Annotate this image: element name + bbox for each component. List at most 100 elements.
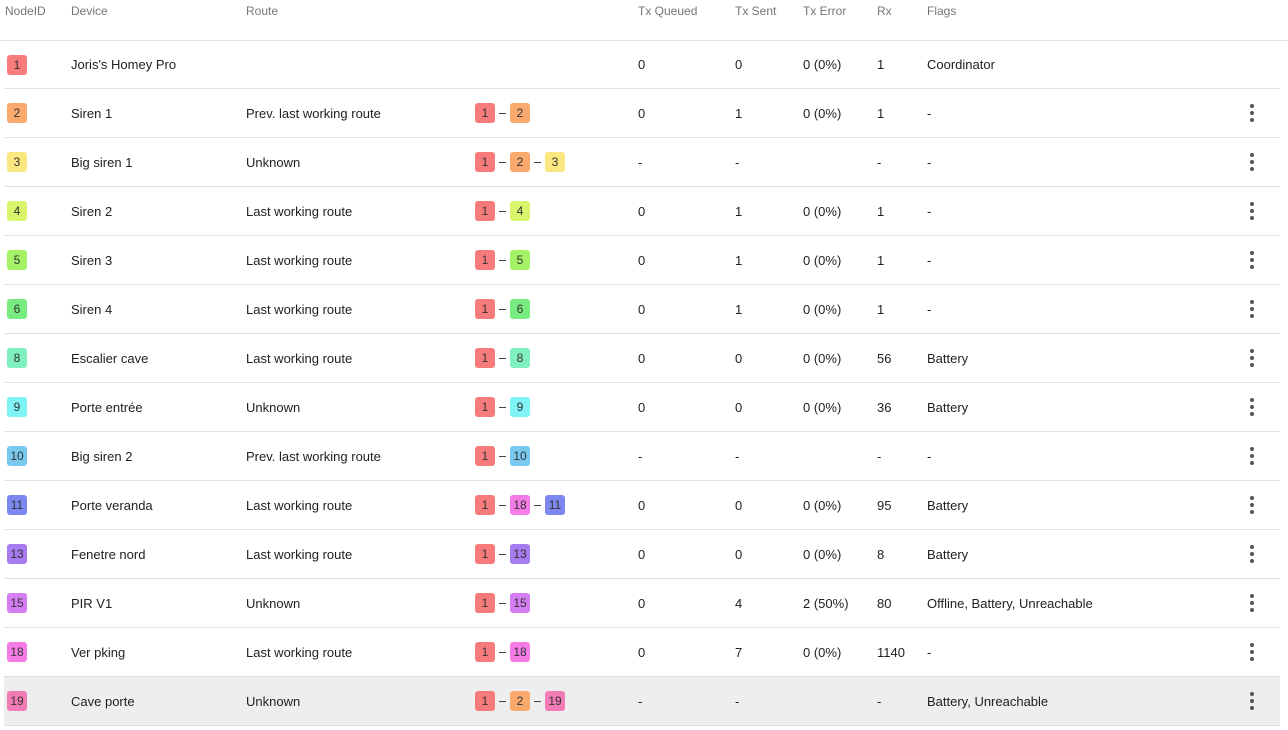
route-connector xyxy=(499,406,506,408)
tx-queued-value: - xyxy=(638,693,643,709)
route-path: 1 18 11 xyxy=(475,481,565,529)
route-label: Unknown xyxy=(246,693,301,709)
tx-sent-value: - xyxy=(735,693,740,709)
flags-value: - xyxy=(927,448,932,464)
more-options-dot xyxy=(1250,153,1254,157)
more-options-dot xyxy=(1250,594,1254,598)
more-options-icon[interactable] xyxy=(1242,628,1262,676)
node-id-cell: 15 xyxy=(7,579,27,627)
table-row[interactable]: 18 Ver pking Last working route 0 7 0 (0%) 114… xyxy=(4,628,1280,677)
device-name: Porte entrée xyxy=(71,399,143,415)
table-row[interactable]: 8 Escalier cave Last working route 0 0 0 (0%)… xyxy=(4,334,1280,383)
tx-queued-value: 0 xyxy=(638,497,646,513)
route-hop-badge: 3 xyxy=(545,152,565,172)
flags-value: - xyxy=(927,154,932,170)
tx-sent-value: 4 xyxy=(735,595,743,611)
header-rx[interactable]: Rx xyxy=(877,4,892,18)
node-id-badge: 11 xyxy=(7,495,27,515)
flags-value: Coordinator xyxy=(927,57,995,72)
tx-error-value: 0 (0%) xyxy=(803,252,842,268)
device-name: Joris's Homey Pro xyxy=(71,57,177,72)
more-options-dot xyxy=(1250,608,1254,612)
header-flags[interactable]: Flags xyxy=(927,4,957,18)
table-row[interactable]: 19 Cave porte Unknown - - - Battery, Unreachab… xyxy=(4,677,1280,726)
more-options-icon[interactable] xyxy=(1242,481,1262,529)
more-options-dot xyxy=(1250,650,1254,654)
device-name: Escalier cave xyxy=(71,350,149,366)
route-hop-badge: 1 xyxy=(475,397,495,417)
table-body: 1 Joris's Homey Pro 0 0 0 (0%) 1 Coordinator 2 S… xyxy=(0,41,1288,726)
route-hops: 1 13 xyxy=(475,544,530,564)
table-row[interactable]: 1 Joris's Homey Pro 0 0 0 (0%) 1 Coordinator xyxy=(4,41,1280,89)
tx-sent-value: 1 xyxy=(735,203,743,219)
table-row[interactable]: 13 Fenetre nord Last working route 0 0 0 (0%)… xyxy=(4,530,1280,579)
header-tx-queued[interactable]: Tx Queued xyxy=(638,4,698,18)
route-connector xyxy=(499,700,506,702)
table-row[interactable]: 6 Siren 4 Last working route 0 1 0 (0%) 1-1 6 xyxy=(4,285,1280,334)
more-options-dot xyxy=(1250,349,1254,353)
more-options-icon[interactable] xyxy=(1242,89,1262,137)
more-options-icon[interactable] xyxy=(1242,285,1262,333)
tx-error-value: 0 (0%) xyxy=(803,301,842,317)
table-row[interactable]: 5 Siren 3 Last working route 0 1 0 (0%) 1-1 5 xyxy=(4,236,1280,285)
more-options-dot xyxy=(1250,657,1254,661)
more-options-icon[interactable] xyxy=(1242,677,1262,725)
flags-value: Battery xyxy=(927,399,969,415)
rx-value: 1 xyxy=(877,301,885,317)
header-device[interactable]: Device xyxy=(71,4,108,18)
table-row[interactable]: 15 PIR V1 Unknown 0 4 2 (50%) 80 Offline, Batte… xyxy=(4,579,1280,628)
more-options-dot xyxy=(1250,356,1254,360)
more-options-dot xyxy=(1250,601,1254,605)
more-options-icon[interactable] xyxy=(1242,236,1262,284)
route-hops: 1 18 11 xyxy=(475,495,565,515)
header-route[interactable]: Route xyxy=(246,4,279,18)
more-options-icon[interactable] xyxy=(1242,334,1262,382)
header-nodeid[interactable]: NodeID xyxy=(5,4,46,18)
route-hop-badge: 1 xyxy=(475,544,495,564)
table-row[interactable]: 4 Siren 2 Last working route 0 1 0 (0%) 1-1 4 xyxy=(4,187,1280,236)
route-connector xyxy=(499,504,506,506)
route-path: 1 18 xyxy=(475,628,530,676)
header-tx-sent[interactable]: Tx Sent xyxy=(735,4,777,18)
device-name: Siren 1 xyxy=(71,105,113,121)
node-id-cell: 19 xyxy=(7,677,27,725)
more-options-dot xyxy=(1250,111,1254,115)
more-options-icon[interactable] xyxy=(1242,187,1262,235)
table-row[interactable]: 10 Big siren 2 Prev. last working route - - -… xyxy=(4,432,1280,481)
route-label: Last working route xyxy=(246,546,353,562)
more-options-dot xyxy=(1250,545,1254,549)
more-options-icon[interactable] xyxy=(1242,530,1262,578)
more-options-icon[interactable] xyxy=(1242,432,1262,480)
more-options-dot xyxy=(1250,307,1254,311)
more-options-icon[interactable] xyxy=(1242,138,1262,186)
more-options-dot xyxy=(1250,405,1254,409)
flags-value: - xyxy=(927,301,932,317)
more-options-dot xyxy=(1250,510,1254,514)
more-options-icon[interactable] xyxy=(1242,579,1262,627)
node-id-badge: 4 xyxy=(7,201,27,221)
more-options-dot xyxy=(1250,447,1254,451)
node-id-badge: 5 xyxy=(7,250,27,270)
route-label: Last working route xyxy=(246,301,353,317)
table-row[interactable]: 9 Porte entrée Unknown 0 0 0 (0%) 36 Battery 1 9 xyxy=(4,383,1280,432)
table-row[interactable]: 11 Porte veranda Last working route 0 0 0 (0%… xyxy=(4,481,1280,530)
flags-value: Battery, Unreachable xyxy=(927,693,1049,709)
rx-value: 95 xyxy=(877,497,892,513)
route-hop-badge: 2 xyxy=(510,152,530,172)
node-id-badge: 15 xyxy=(7,593,27,613)
flags-value: - xyxy=(927,105,932,121)
route-hop-badge: 1 xyxy=(475,446,495,466)
table-row[interactable]: 3 Big siren 1 Unknown - - - -1 2 3 xyxy=(4,138,1280,187)
more-options-icon[interactable] xyxy=(1242,383,1262,431)
table-row[interactable]: 2 Siren 1 Prev. last working route 0 1 0 (0%)… xyxy=(4,89,1280,138)
tx-sent-value: 1 xyxy=(735,252,743,268)
node-id-cell: 5 xyxy=(7,236,27,284)
route-connector xyxy=(499,602,506,604)
header-tx-error[interactable]: Tx Error xyxy=(803,4,847,18)
tx-queued-value: 0 xyxy=(638,203,646,219)
route-connector xyxy=(499,161,506,163)
